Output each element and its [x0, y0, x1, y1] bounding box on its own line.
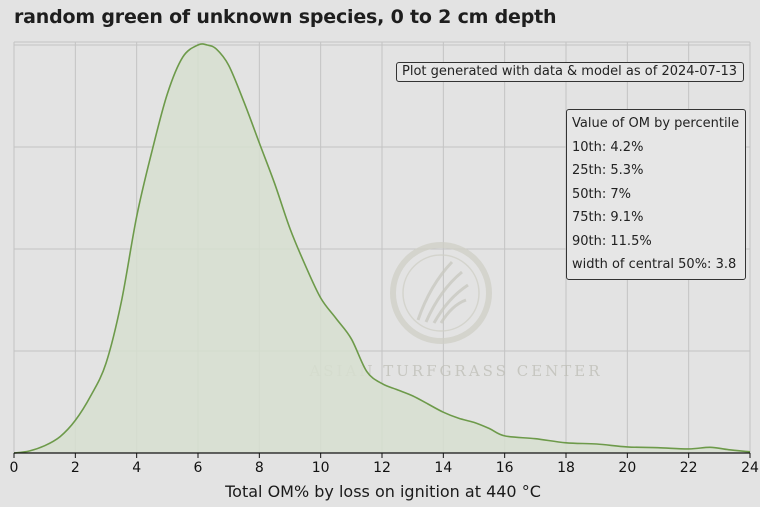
- x-tick-label: 18: [557, 460, 575, 476]
- density-area: [14, 43, 750, 453]
- x-tick-label: 12: [373, 460, 391, 476]
- percentile-heading: Value of OM by percentile: [572, 116, 740, 131]
- x-tick-label: 2: [71, 460, 80, 476]
- x-axis-ticks: 0 2 4 6 8 10 12 14 16 18 20 22 24: [10, 453, 759, 476]
- chart-title: random green of unknown species, 0 to 2 …: [14, 6, 557, 28]
- density-curve: [13, 43, 751, 454]
- x-axis-label: Total OM% by loss on ignition at 440 °C: [224, 482, 541, 501]
- x-tick-label: 10: [312, 460, 330, 476]
- percentile-box: Value of OM by percentile 10th: 4.2% 25t…: [566, 109, 747, 280]
- x-tick-label: 14: [434, 460, 452, 476]
- generated-note: Plot generated with data & model as of 2…: [396, 62, 745, 82]
- x-tick-label: 6: [194, 460, 203, 476]
- x-tick-label: 8: [255, 460, 264, 476]
- percentile-50th: 50th: 7%: [572, 186, 632, 202]
- x-tick-label: 22: [680, 460, 698, 476]
- percentile-10th: 10th: 4.2%: [572, 139, 644, 155]
- central-50-width: width of central 50%: 3.8: [572, 257, 737, 272]
- percentile-90th: 90th: 11.5%: [572, 233, 652, 249]
- percentile-25th: 25th: 5.3%: [572, 163, 644, 178]
- x-tick-label: 0: [10, 460, 19, 476]
- x-tick-label: 16: [496, 460, 514, 476]
- percentile-75th: 75th: 9.1%: [572, 210, 644, 225]
- watermark-logo: ASIAN TURFGRASS CENTER: [308, 242, 602, 380]
- x-tick-label: 4: [132, 460, 141, 476]
- x-tick-label: 24: [741, 460, 759, 476]
- x-tick-label: 20: [618, 460, 636, 476]
- watermark-text: ASIAN TURFGRASS CENTER: [308, 362, 602, 380]
